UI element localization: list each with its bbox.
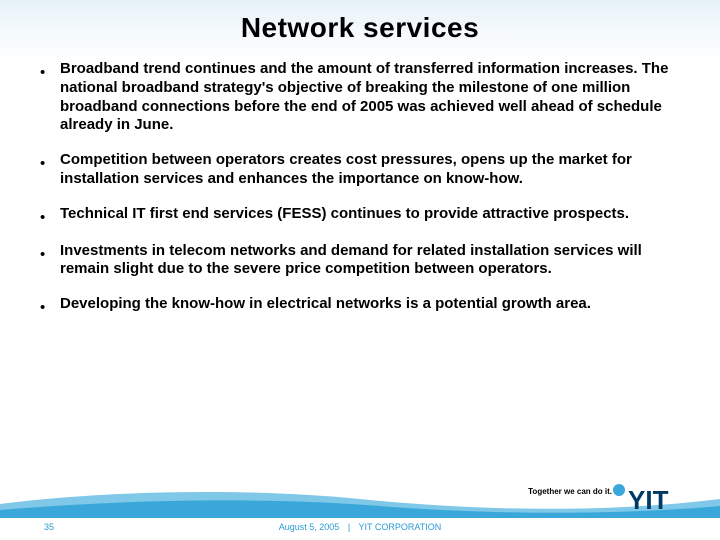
logo-dot-icon bbox=[613, 484, 625, 496]
bullet-icon: • bbox=[40, 246, 50, 263]
logo-text: YIT bbox=[628, 485, 669, 515]
bullet-text: Technical IT first end services (FESS) c… bbox=[60, 205, 680, 224]
footer-date: August 5, 2005 bbox=[279, 522, 340, 532]
list-item: • Technical IT first end services (FESS)… bbox=[40, 205, 680, 226]
slide: Network services • Broadband trend conti… bbox=[0, 0, 720, 540]
logo: YIT bbox=[612, 481, 694, 522]
bullet-icon: • bbox=[40, 299, 50, 316]
footer-center: August 5, 2005 | YIT CORPORATION bbox=[0, 522, 720, 532]
bullet-text: Broadband trend continues and the amount… bbox=[60, 60, 680, 135]
list-item: • Developing the know-how in electrical … bbox=[40, 295, 680, 316]
list-item: • Investments in telecom networks and de… bbox=[40, 242, 680, 280]
bullet-list: • Broadband trend continues and the amou… bbox=[40, 60, 680, 332]
list-item: • Competition between operators creates … bbox=[40, 151, 680, 189]
bullet-icon: • bbox=[40, 64, 50, 81]
slide-title: Network services bbox=[0, 12, 720, 44]
footer-company: YIT CORPORATION bbox=[359, 522, 442, 532]
list-item: • Broadband trend continues and the amou… bbox=[40, 60, 680, 135]
bullet-text: Competition between operators creates co… bbox=[60, 151, 680, 189]
bullet-text: Developing the know-how in electrical ne… bbox=[60, 295, 680, 314]
footer-separator: | bbox=[348, 522, 350, 532]
bullet-icon: • bbox=[40, 209, 50, 226]
bullet-text: Investments in telecom networks and dema… bbox=[60, 242, 680, 280]
bullet-icon: • bbox=[40, 155, 50, 172]
